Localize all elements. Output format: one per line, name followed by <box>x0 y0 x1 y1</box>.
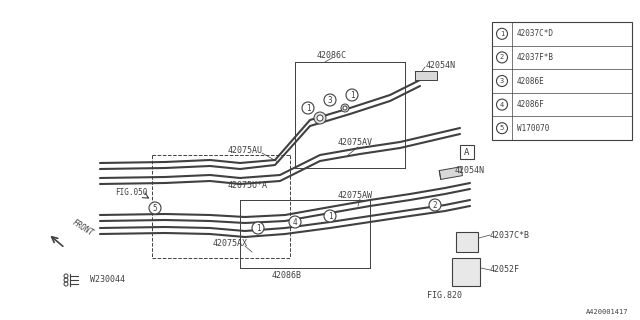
Text: 42086B: 42086B <box>272 270 302 279</box>
Text: 4: 4 <box>500 102 504 108</box>
Text: 1: 1 <box>349 91 355 100</box>
Text: FRONT: FRONT <box>71 218 95 238</box>
Text: 42054N: 42054N <box>426 60 456 69</box>
Text: 42086E: 42086E <box>517 76 545 85</box>
Text: 42086F: 42086F <box>517 100 545 109</box>
Circle shape <box>497 28 508 39</box>
Circle shape <box>324 94 336 106</box>
Circle shape <box>497 99 508 110</box>
Text: 42052F: 42052F <box>490 266 520 275</box>
Circle shape <box>429 199 441 211</box>
Text: W230044: W230044 <box>90 276 125 284</box>
Text: A: A <box>464 148 470 156</box>
Text: 3: 3 <box>500 78 504 84</box>
Circle shape <box>317 115 323 121</box>
Text: 42086C: 42086C <box>317 51 347 60</box>
Bar <box>492 22 632 140</box>
Polygon shape <box>415 70 437 79</box>
Text: 1: 1 <box>500 31 504 37</box>
Text: 1: 1 <box>328 212 332 220</box>
Text: W170070: W170070 <box>517 124 549 133</box>
Text: 4: 4 <box>292 218 298 227</box>
Circle shape <box>314 112 326 124</box>
Text: 3: 3 <box>328 95 332 105</box>
Text: 42075AU: 42075AU <box>227 146 262 155</box>
Text: 1: 1 <box>256 223 260 233</box>
Text: 2: 2 <box>433 201 437 210</box>
Circle shape <box>252 222 264 234</box>
Circle shape <box>302 102 314 114</box>
Text: FIG.820: FIG.820 <box>428 291 463 300</box>
Text: 42075AX: 42075AX <box>212 238 248 247</box>
Text: 42075U*A: 42075U*A <box>228 180 268 189</box>
Text: 42075AV: 42075AV <box>337 138 372 147</box>
Circle shape <box>149 202 161 214</box>
Circle shape <box>343 106 347 110</box>
Bar <box>456 232 478 252</box>
Circle shape <box>346 89 358 101</box>
Text: 1: 1 <box>306 103 310 113</box>
Text: 42075AW: 42075AW <box>337 190 372 199</box>
Circle shape <box>341 104 349 112</box>
Text: FIG.050: FIG.050 <box>115 188 147 196</box>
Circle shape <box>497 52 508 63</box>
Circle shape <box>455 280 461 286</box>
Circle shape <box>457 233 463 239</box>
Circle shape <box>497 76 508 86</box>
Circle shape <box>455 259 461 265</box>
Text: 42037C*D: 42037C*D <box>517 29 554 38</box>
Text: 2: 2 <box>500 54 504 60</box>
Bar <box>460 145 474 159</box>
Text: 42054N: 42054N <box>455 165 485 174</box>
Text: 42037C*B: 42037C*B <box>490 230 530 239</box>
Text: A420001417: A420001417 <box>586 309 628 315</box>
Circle shape <box>497 123 508 134</box>
Circle shape <box>289 216 301 228</box>
Text: 5: 5 <box>500 125 504 131</box>
Circle shape <box>324 210 336 222</box>
Text: 5: 5 <box>153 204 157 212</box>
Polygon shape <box>439 167 463 180</box>
Bar <box>452 258 480 286</box>
Text: 42037F*B: 42037F*B <box>517 53 554 62</box>
